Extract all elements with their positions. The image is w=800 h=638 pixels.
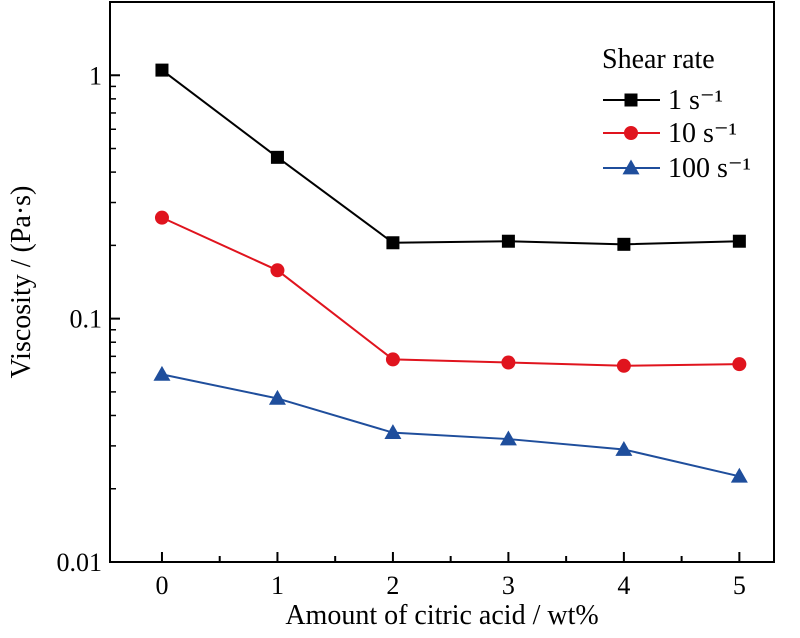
- series-2-point: [501, 355, 516, 370]
- plot-frame: [109, 1, 775, 563]
- series-1-point: [155, 63, 169, 77]
- series-3-point: [268, 389, 286, 405]
- series-1-point: [270, 150, 284, 164]
- legend-marker-1: [624, 93, 638, 107]
- series-1-point: [732, 234, 746, 248]
- series-2-point: [732, 357, 747, 372]
- series-1-point: [386, 236, 400, 250]
- series-3-point: [615, 440, 633, 456]
- series-2-point: [385, 352, 400, 367]
- x-axis-label: Amount of citric acid / wt%: [285, 600, 598, 631]
- y-axis-label: Viscosity / (Pa·s): [6, 186, 37, 379]
- series-line-2: [161, 216, 740, 367]
- series-line-1: [161, 69, 740, 246]
- series-2-point: [616, 358, 631, 373]
- legend-title: Shear rate: [602, 44, 715, 75]
- legend-entry-2: 10 s⁻¹: [668, 118, 737, 149]
- legend-entry-1: 1 s⁻¹: [668, 85, 723, 116]
- series-1-point: [617, 237, 631, 251]
- legend-entry-3: 100 s⁻¹: [668, 153, 751, 184]
- y-tick-label: 1: [89, 61, 102, 90]
- series-2-point: [270, 263, 285, 278]
- series-3-point: [499, 430, 517, 446]
- y-tick-label: 0.1: [70, 305, 103, 334]
- x-tick-label: 4: [617, 571, 630, 600]
- series-3-point: [730, 467, 748, 483]
- legend: Shear rate 1 s⁻¹10 s⁻¹ 100 s⁻¹: [602, 44, 751, 184]
- x-tick-label: 1: [271, 571, 284, 600]
- series-1-point: [501, 234, 515, 248]
- x-tick-label: 0: [155, 571, 168, 600]
- series-line-3: [161, 373, 740, 478]
- legend-marker-2: [624, 126, 638, 140]
- legend-marker-3: [622, 159, 640, 175]
- series-2-point: [154, 210, 169, 225]
- series-3-point: [384, 424, 402, 440]
- x-tick-label: 3: [502, 571, 515, 600]
- x-tick-label: 5: [733, 571, 746, 600]
- x-tick-label: 2: [386, 571, 399, 600]
- y-tick-label: 0.01: [57, 548, 103, 577]
- series-3-point: [153, 365, 171, 381]
